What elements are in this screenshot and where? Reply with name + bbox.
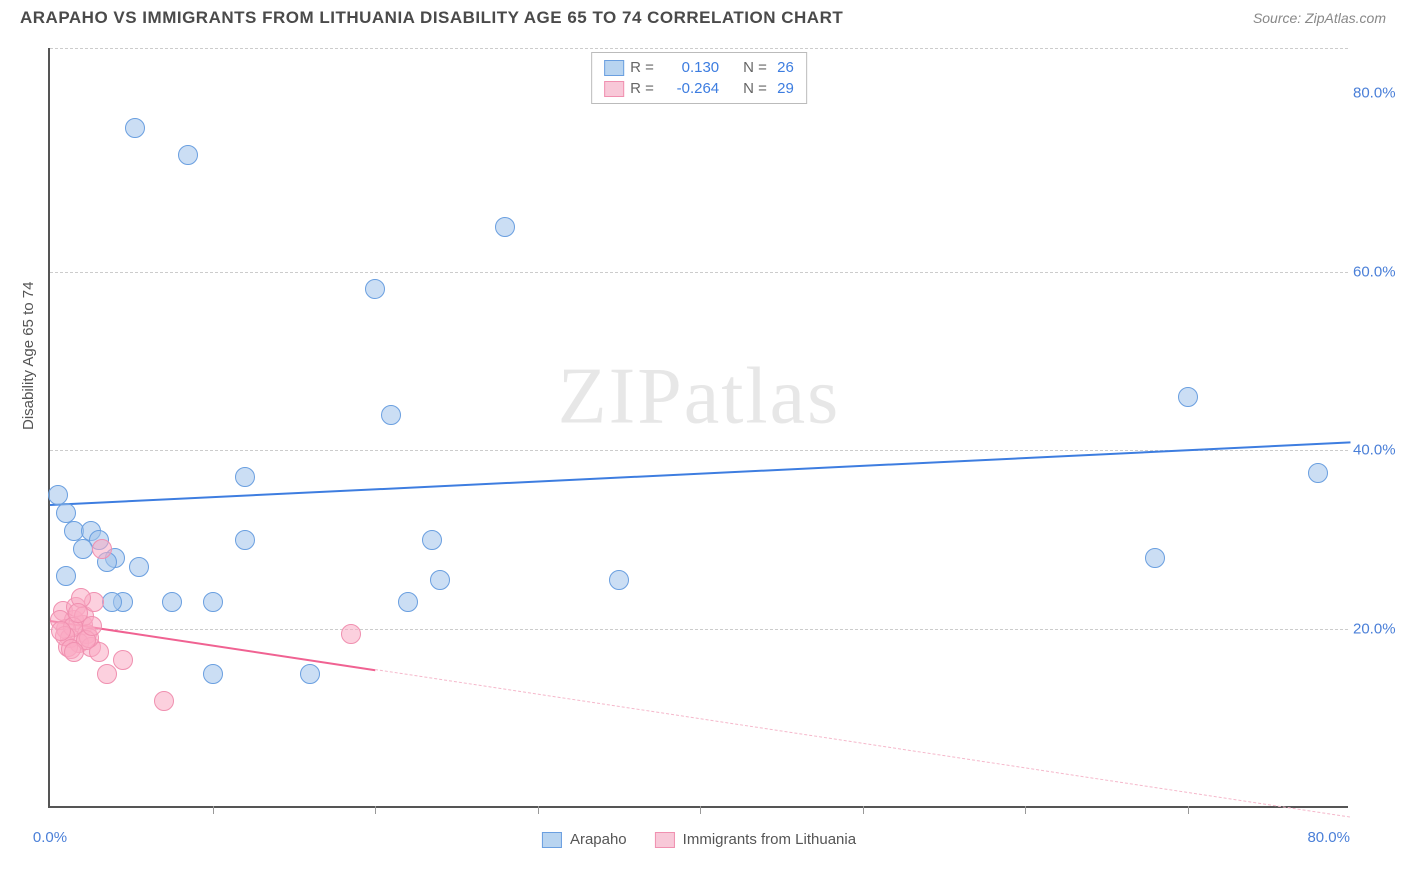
x-tick (213, 806, 214, 814)
data-point (609, 570, 629, 590)
correlation-legend: R = 0.130 N = 26 R = -0.264 N = 29 (591, 52, 807, 104)
data-point (495, 217, 515, 237)
data-point (430, 570, 450, 590)
x-tick (1025, 806, 1026, 814)
x-tick (538, 806, 539, 814)
y-axis-label: Disability Age 65 to 74 (20, 282, 37, 430)
legend-item: Immigrants from Lithuania (655, 831, 856, 848)
data-point (203, 592, 223, 612)
data-point (398, 592, 418, 612)
data-point (56, 566, 76, 586)
data-point (381, 405, 401, 425)
legend-row: R = 0.130 N = 26 (604, 57, 794, 78)
x-tick (375, 806, 376, 814)
data-point (125, 118, 145, 138)
data-point (154, 691, 174, 711)
data-point (235, 530, 255, 550)
swatch-blue (542, 832, 562, 848)
data-point (64, 642, 84, 662)
data-point (422, 530, 442, 550)
data-point (102, 592, 122, 612)
data-point (235, 467, 255, 487)
trend-line (375, 669, 1350, 818)
series-legend: Arapaho Immigrants from Lithuania (542, 831, 856, 848)
y-tick-label: 80.0% (1353, 84, 1406, 101)
data-point (92, 539, 112, 559)
y-tick-label: 60.0% (1353, 263, 1406, 280)
data-point (129, 557, 149, 577)
x-tick-label: 0.0% (33, 829, 67, 846)
y-tick-label: 20.0% (1353, 621, 1406, 638)
y-tick-label: 40.0% (1353, 442, 1406, 459)
x-tick (700, 806, 701, 814)
data-point (1178, 387, 1198, 407)
data-point (365, 279, 385, 299)
data-point (51, 621, 71, 641)
legend-item: Arapaho (542, 831, 627, 848)
scatter-chart: ZIPatlas R = 0.130 N = 26 R = -0.264 N =… (48, 48, 1348, 808)
data-point (178, 145, 198, 165)
gridline (50, 48, 1348, 49)
swatch-pink (655, 832, 675, 848)
legend-row: R = -0.264 N = 29 (604, 78, 794, 99)
x-tick (863, 806, 864, 814)
chart-title: ARAPAHO VS IMMIGRANTS FROM LITHUANIA DIS… (20, 8, 843, 28)
data-point (113, 650, 133, 670)
data-point (73, 539, 93, 559)
swatch-pink (604, 81, 624, 97)
data-point (97, 664, 117, 684)
data-point (82, 616, 102, 636)
chart-header: ARAPAHO VS IMMIGRANTS FROM LITHUANIA DIS… (0, 0, 1406, 28)
swatch-blue (604, 60, 624, 76)
data-point (1308, 463, 1328, 483)
watermark: ZIPatlas (558, 351, 841, 442)
data-point (300, 664, 320, 684)
gridline (50, 629, 1348, 630)
chart-source: Source: ZipAtlas.com (1253, 10, 1386, 26)
data-point (341, 624, 361, 644)
gridline (50, 272, 1348, 273)
x-tick-label: 80.0% (1307, 829, 1350, 846)
data-point (1145, 548, 1165, 568)
data-point (162, 592, 182, 612)
data-point (203, 664, 223, 684)
x-tick (1188, 806, 1189, 814)
